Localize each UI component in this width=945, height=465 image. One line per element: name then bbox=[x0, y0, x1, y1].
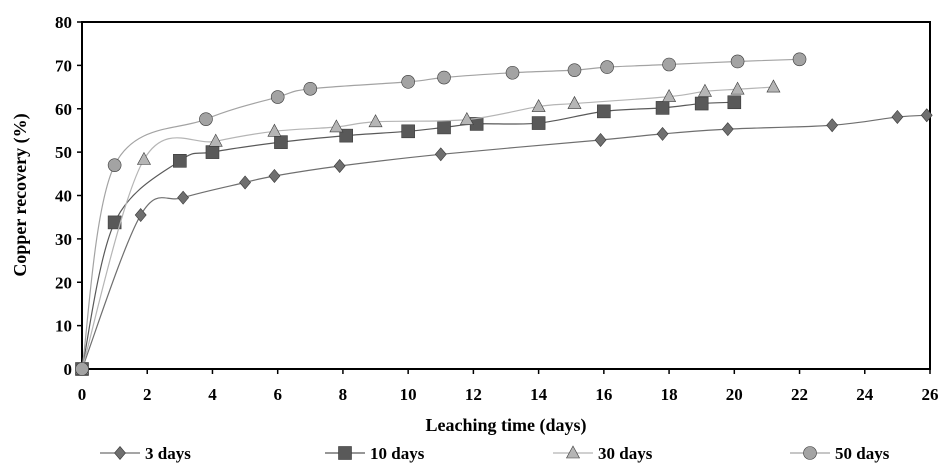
legend-label: 3 days bbox=[145, 444, 191, 463]
triangle-data-point bbox=[730, 81, 745, 95]
series-layer bbox=[74, 52, 933, 376]
triangle-data-point bbox=[136, 151, 151, 165]
circle-data-point bbox=[75, 362, 89, 376]
x-tick-label: 26 bbox=[922, 385, 939, 404]
triangle-data-point bbox=[459, 111, 474, 125]
legend-item: 50 days bbox=[790, 444, 890, 463]
series-30-days bbox=[74, 79, 781, 375]
legend-square-icon bbox=[338, 446, 352, 460]
square-data-point bbox=[694, 96, 709, 111]
legend-diamond-icon bbox=[114, 446, 126, 460]
x-tick-label: 24 bbox=[856, 385, 874, 404]
x-axis: 0 2 4 6 8 10 12 14 16 18 20 22 24 26 bbox=[78, 369, 939, 404]
legend-label: 50 days bbox=[835, 444, 890, 463]
y-tick-label: 80 bbox=[55, 13, 72, 32]
diamond-data-point bbox=[333, 159, 346, 173]
triangle-data-point bbox=[329, 119, 344, 133]
y-axis-title: Copper recovery (%) bbox=[10, 113, 31, 276]
x-tick-label: 0 bbox=[78, 385, 87, 404]
x-tick-label: 2 bbox=[143, 385, 152, 404]
triangle-data-point bbox=[662, 88, 677, 102]
legend: 3 days 10 days 30 days 50 days bbox=[100, 444, 890, 463]
circle-data-point bbox=[401, 75, 415, 89]
triangle-data-point bbox=[766, 79, 781, 93]
x-tick-label: 14 bbox=[530, 385, 548, 404]
y-tick-label: 20 bbox=[55, 273, 72, 292]
x-tick-label: 16 bbox=[595, 385, 612, 404]
triangle-data-point bbox=[208, 133, 223, 147]
square-data-point bbox=[401, 124, 415, 139]
x-tick-label: 8 bbox=[339, 385, 348, 404]
diamond-data-point bbox=[656, 126, 669, 141]
diamond-data-point bbox=[891, 110, 904, 124]
y-tick-label: 40 bbox=[55, 187, 72, 206]
triangle-data-point bbox=[368, 114, 383, 128]
diamond-data-point bbox=[268, 169, 281, 183]
x-tick-label: 12 bbox=[465, 385, 482, 404]
square-data-point bbox=[107, 215, 122, 230]
circle-data-point bbox=[505, 65, 520, 80]
diamond-data-point bbox=[239, 175, 251, 190]
y-tick-label: 70 bbox=[55, 56, 72, 75]
circle-data-point bbox=[107, 158, 122, 172]
diamond-data-point bbox=[434, 147, 447, 162]
circle-data-point bbox=[567, 63, 582, 77]
plot-area bbox=[81, 21, 931, 370]
legend-label: 30 days bbox=[598, 444, 653, 463]
square-data-point bbox=[655, 101, 670, 115]
series-line bbox=[81, 86, 774, 370]
triangle-data-point bbox=[531, 98, 546, 112]
triangle-data-point bbox=[567, 95, 582, 109]
circle-data-point bbox=[662, 57, 676, 72]
legend-label: 10 days bbox=[370, 444, 425, 463]
series-10-days bbox=[75, 95, 742, 376]
diamond-data-point bbox=[826, 118, 839, 133]
square-data-point bbox=[597, 104, 611, 119]
square-data-point bbox=[727, 95, 742, 110]
circle-data-point bbox=[600, 60, 614, 74]
diamond-data-point bbox=[177, 190, 190, 205]
x-tick-label: 6 bbox=[273, 385, 282, 404]
y-tick-label: 60 bbox=[55, 100, 72, 119]
circle-data-point bbox=[270, 90, 285, 104]
x-tick-label: 18 bbox=[661, 385, 678, 404]
diamond-data-point bbox=[134, 208, 147, 222]
x-tick-label: 10 bbox=[400, 385, 417, 404]
x-tick-label: 4 bbox=[208, 385, 217, 404]
circle-data-point bbox=[437, 70, 451, 85]
square-data-point bbox=[205, 145, 220, 159]
circle-data-point bbox=[303, 81, 318, 96]
x-tick-label: 20 bbox=[726, 385, 743, 404]
square-data-point bbox=[339, 128, 353, 143]
circle-data-point bbox=[199, 112, 213, 126]
circle-data-point bbox=[792, 52, 807, 67]
legend-circle-icon bbox=[803, 446, 817, 460]
series-50-days bbox=[75, 52, 807, 376]
square-data-point bbox=[437, 120, 451, 135]
y-tick-label: 10 bbox=[55, 317, 72, 336]
square-data-point bbox=[173, 154, 187, 168]
diamond-data-point bbox=[594, 133, 607, 147]
y-tick-label: 30 bbox=[55, 230, 72, 249]
triangle-data-point bbox=[697, 83, 712, 97]
triangle-data-point bbox=[267, 123, 282, 137]
legend-triangle-icon bbox=[565, 445, 581, 459]
x-axis-title: Leaching time (days) bbox=[426, 415, 587, 436]
diamond-data-point bbox=[721, 122, 734, 137]
circle-data-point bbox=[730, 54, 745, 69]
square-data-point bbox=[274, 135, 288, 149]
diamond-data-point bbox=[920, 108, 933, 123]
y-tick-label: 0 bbox=[64, 360, 73, 379]
y-axis: 0 10 20 30 40 50 60 70 80 bbox=[55, 13, 82, 379]
y-tick-label: 50 bbox=[55, 143, 72, 162]
legend-item: 3 days bbox=[100, 444, 191, 463]
legend-item: 10 days bbox=[325, 444, 425, 463]
square-data-point bbox=[531, 116, 546, 130]
legend-item: 30 days bbox=[553, 444, 653, 463]
x-tick-label: 22 bbox=[791, 385, 808, 404]
